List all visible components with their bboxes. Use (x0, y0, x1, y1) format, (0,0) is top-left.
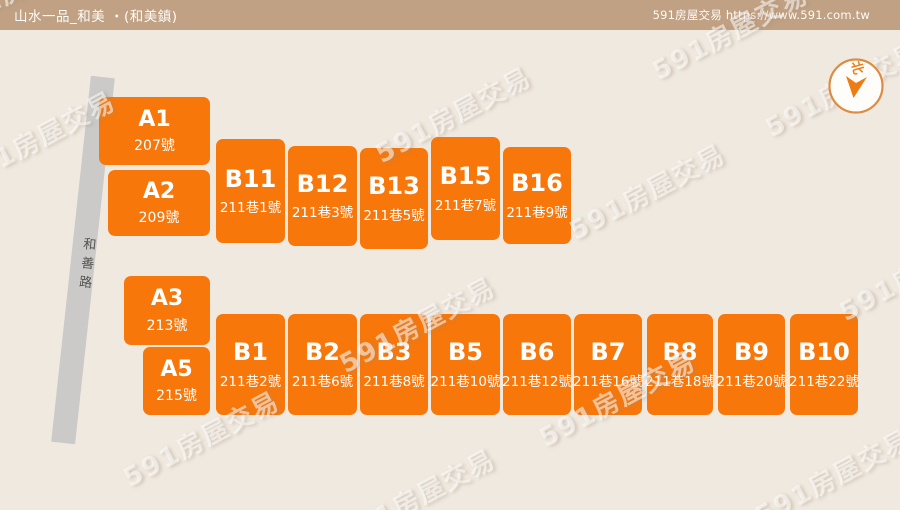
building-code: B2 (305, 338, 340, 367)
building-block-b12[interactable]: B12 211巷3號 (288, 146, 357, 246)
page-title: 山水一品_和美 ・(和美鎮) (14, 9, 178, 25)
watermark-text: 591房屋交易 (334, 444, 502, 510)
building-address: 211巷9號 (506, 204, 568, 221)
compass: 北 (827, 57, 885, 115)
building-block-b15[interactable]: B15 211巷7號 (431, 137, 500, 240)
building-block-a2[interactable]: A2 209號 (108, 170, 210, 236)
watermark-text: 591房屋交易 (564, 139, 732, 247)
building-address: 211巷16號 (573, 373, 643, 390)
building-code: B15 (439, 162, 492, 191)
building-block-b6[interactable]: B6 211巷12號 (502, 314, 572, 415)
building-code: A1 (138, 106, 171, 132)
building-address: 211巷6號 (291, 373, 354, 390)
building-block-b16[interactable]: B16 211巷9號 (503, 147, 571, 244)
building-code: B9 (734, 338, 769, 367)
building-block-b5[interactable]: B5 211巷10號 (431, 314, 500, 415)
watermark-text: 591房屋交易 (834, 220, 900, 328)
building-address: 211巷8號 (363, 373, 425, 390)
building-code: B7 (590, 338, 626, 367)
building-address: 215號 (156, 388, 197, 405)
site-url-label: 591房屋交易 https://www.591.com.tw (652, 8, 870, 22)
building-code: A5 (160, 356, 193, 382)
building-address: 211巷2號 (219, 373, 282, 390)
building-address: 211巷10號 (430, 373, 501, 390)
building-code: B5 (448, 338, 483, 367)
building-block-a3[interactable]: A3 213號 (124, 276, 210, 345)
building-address: 211巷22號 (789, 373, 859, 390)
building-code: B16 (511, 169, 563, 198)
building-address: 211巷7號 (434, 197, 497, 214)
building-block-b9[interactable]: B9 211巷20號 (716, 314, 787, 415)
building-address: 209號 (138, 210, 180, 227)
building-code: B1 (233, 338, 268, 367)
building-address: 211巷3號 (291, 205, 354, 222)
building-block-b1[interactable]: B1 211巷2號 (216, 314, 285, 415)
building-address: 211巷18號 (645, 373, 715, 390)
building-code: B11 (224, 164, 277, 193)
building-address: 213號 (146, 317, 188, 334)
north-arrow-icon (846, 76, 867, 98)
building-code: A2 (142, 178, 176, 204)
building-block-b10[interactable]: B10 211巷22號 (789, 314, 859, 415)
building-code: B12 (296, 169, 349, 198)
building-code: B13 (368, 172, 420, 201)
building-code: B8 (662, 338, 698, 367)
building-block-b3[interactable]: B3 211巷8號 (360, 314, 428, 415)
building-address: 211巷20號 (716, 373, 787, 390)
building-block-b8[interactable]: B8 211巷18號 (645, 314, 715, 415)
compass-circle-icon (828, 58, 884, 114)
building-address: 211巷12號 (502, 373, 572, 390)
building-block-a1[interactable]: A1 207號 (99, 97, 210, 165)
building-code: A3 (150, 286, 184, 312)
building-code: B6 (519, 338, 555, 367)
building-block-b13[interactable]: B13 211巷5號 (360, 148, 428, 249)
building-block-b11[interactable]: B11 211巷1號 (216, 139, 285, 243)
building-block-b2[interactable]: B2 211巷6號 (288, 314, 357, 415)
watermark-text: 591房屋交易 (750, 424, 900, 510)
header-bar: 山水一品_和美 ・(和美鎮) 591房屋交易 https://www.591.c… (0, 0, 900, 30)
building-block-a5[interactable]: A5 215號 (143, 347, 210, 415)
building-code: B10 (798, 338, 850, 367)
building-block-b7[interactable]: B7 211巷16號 (573, 314, 643, 415)
building-address: 207號 (134, 138, 175, 155)
building-address: 211巷5號 (363, 207, 425, 224)
building-address: 211巷1號 (219, 200, 282, 217)
building-code: B3 (376, 338, 412, 367)
